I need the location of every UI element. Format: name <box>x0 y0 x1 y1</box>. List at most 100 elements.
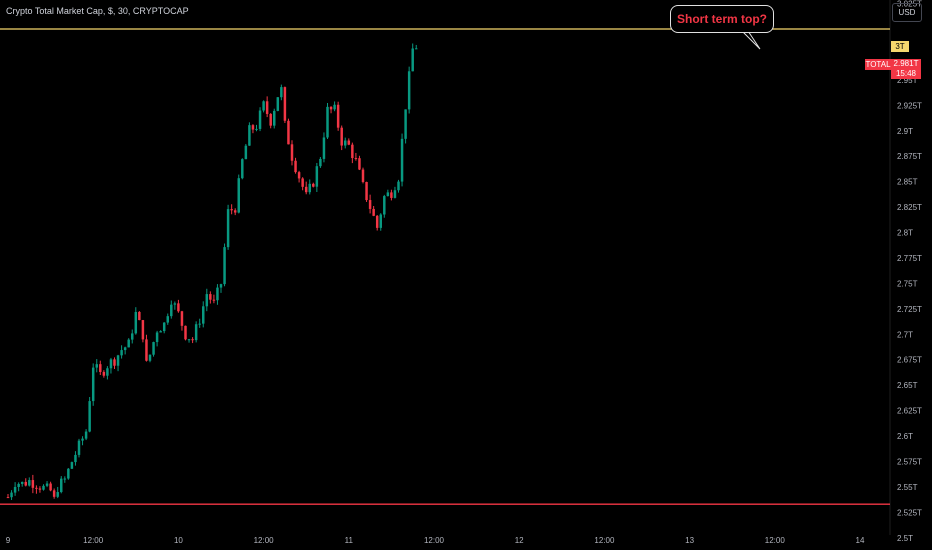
candle-body <box>315 166 319 187</box>
candle-body <box>35 487 38 489</box>
last-price-value: 2.981T <box>893 59 919 68</box>
y-tick-label: 2.65T <box>897 381 918 390</box>
candle-body <box>155 332 159 343</box>
candle-body <box>386 192 390 197</box>
candle-body <box>74 454 77 463</box>
candle-body <box>397 181 400 191</box>
candle-body <box>56 492 59 497</box>
candle-body <box>344 140 347 146</box>
candle-body <box>205 294 209 307</box>
candle-body <box>77 440 81 455</box>
candle-body <box>166 316 169 323</box>
candle-body <box>84 431 88 439</box>
currency-button[interactable]: USD <box>892 3 922 22</box>
x-tick-label: 12:00 <box>83 536 104 545</box>
candle-body <box>60 478 63 493</box>
candle-body <box>162 322 166 332</box>
y-tick-label: 2.925T <box>897 101 922 110</box>
candle-body <box>10 492 13 498</box>
candle-body <box>152 342 155 355</box>
candle-body <box>375 215 379 228</box>
candle-body <box>198 323 201 325</box>
candle-body <box>81 438 84 441</box>
candle-body <box>134 311 138 334</box>
candle-body <box>173 303 177 305</box>
candle-body <box>20 481 24 484</box>
y-tick-label: 2.9T <box>897 127 913 136</box>
x-tick-label: 12:00 <box>765 536 786 545</box>
candle-body <box>88 401 91 432</box>
candle-body <box>212 299 216 301</box>
candle-body <box>194 324 198 341</box>
candle-body <box>223 247 226 285</box>
candle-body <box>400 138 404 182</box>
candle-body <box>368 200 372 209</box>
candle-body <box>226 209 230 248</box>
candle-body <box>38 488 42 490</box>
candle-body <box>184 325 187 340</box>
candle-body <box>233 210 237 213</box>
candle-body <box>251 125 255 130</box>
candle-body <box>379 214 382 228</box>
candle-body <box>216 287 219 301</box>
candle-body <box>106 368 109 376</box>
candle-body <box>202 306 205 324</box>
annotation-callout[interactable]: Short term top? <box>670 5 774 33</box>
candle-body <box>102 371 106 376</box>
candle-body <box>411 48 414 72</box>
candle-body <box>287 120 290 145</box>
candle-body <box>312 183 315 187</box>
candle-body <box>269 113 272 126</box>
candle-body <box>308 183 311 193</box>
candle-body <box>91 367 95 402</box>
candle-body <box>241 159 244 179</box>
candle-body <box>383 196 386 215</box>
candle-body <box>180 311 184 326</box>
candle-body <box>24 481 27 486</box>
candle-body <box>255 128 258 130</box>
x-tick-label: 9 <box>6 536 11 545</box>
candle-body <box>329 106 333 110</box>
y-tick-label: 2.55T <box>897 483 918 492</box>
countdown-value: 15:48 <box>895 69 917 78</box>
candle-body <box>280 87 283 98</box>
candle-body <box>67 468 70 479</box>
x-tick-label: 12:00 <box>254 536 275 545</box>
candle-body <box>191 339 194 341</box>
y-tick-label: 2.725T <box>897 305 922 314</box>
y-tick-label: 2.5T <box>897 534 913 543</box>
candle-body <box>116 355 120 366</box>
candle-body <box>219 284 223 288</box>
candle-body <box>187 339 191 341</box>
candle-body <box>407 71 411 110</box>
x-tick-label: 10 <box>174 536 183 545</box>
candle-body <box>262 101 265 111</box>
candle-body <box>290 144 294 161</box>
candle-body <box>109 359 113 369</box>
candle-body <box>244 145 248 160</box>
candle-body <box>177 303 180 312</box>
candle-body <box>170 304 173 317</box>
candle-body <box>52 490 56 497</box>
candle-body <box>354 158 358 160</box>
y-tick-label: 2.775T <box>897 254 922 263</box>
x-tick-label: 12 <box>515 536 524 545</box>
callout-pointer <box>740 30 761 50</box>
candle-body <box>49 483 52 491</box>
candle-body <box>361 169 365 182</box>
x-tick-label: 13 <box>685 536 694 545</box>
candle-body <box>336 104 340 128</box>
candle-body <box>304 186 308 193</box>
y-tick-label: 2.875T <box>897 152 922 161</box>
y-tick-label: 2.675T <box>897 356 922 365</box>
y-tick-label: 2.95T <box>897 76 918 85</box>
y-tick-label: 2.575T <box>897 457 922 466</box>
candle-body <box>145 339 148 361</box>
x-tick-label: 11 <box>345 536 354 545</box>
symbol-title: Crypto Total Market Cap, $, 30, CRYPTOCA… <box>6 6 189 16</box>
candle-body <box>358 158 361 170</box>
resistance-price-label: 3T <box>895 42 905 51</box>
candle-body <box>113 359 116 366</box>
x-tick-label: 12:00 <box>594 536 615 545</box>
